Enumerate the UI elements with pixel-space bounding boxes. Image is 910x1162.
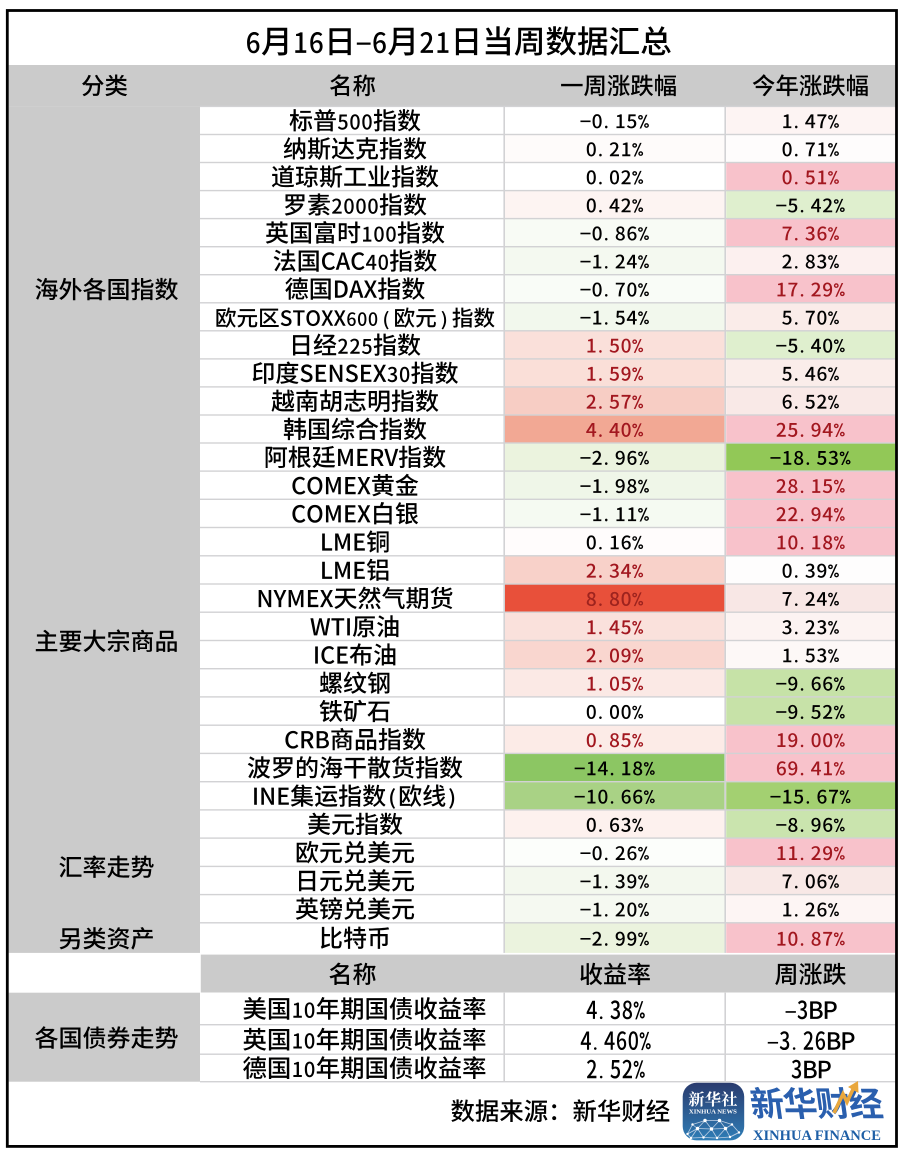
svg-text:XINHUA NEWS: XINHUA NEWS <box>689 1110 738 1116</box>
svg-text:XINHUA FINANCE: XINHUA FINANCE <box>753 1128 881 1144</box>
